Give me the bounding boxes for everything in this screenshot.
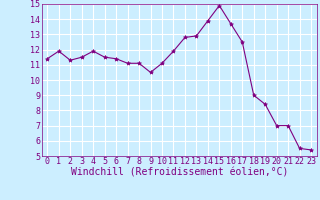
X-axis label: Windchill (Refroidissement éolien,°C): Windchill (Refroidissement éolien,°C): [70, 168, 288, 178]
